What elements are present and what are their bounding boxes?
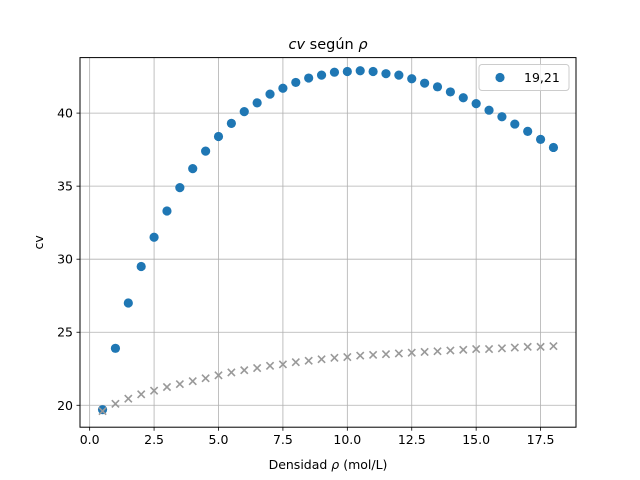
data-point-circle bbox=[201, 146, 211, 156]
data-point-x bbox=[137, 390, 146, 399]
data-point-x bbox=[265, 361, 275, 371]
data-point-x bbox=[381, 349, 391, 359]
x-tick-label: 2.5 bbox=[144, 432, 164, 447]
data-point-x bbox=[368, 350, 378, 360]
data-point-circle bbox=[510, 119, 520, 129]
y-tick-label: 35 bbox=[57, 179, 73, 194]
data-point-x bbox=[291, 358, 300, 367]
data-point-circle bbox=[548, 142, 559, 153]
data-point-circle bbox=[420, 78, 430, 88]
legend: 19,21 bbox=[478, 64, 570, 91]
data-point-circle bbox=[213, 131, 224, 142]
data-point-circle bbox=[278, 83, 288, 93]
data-point-circle bbox=[445, 87, 455, 97]
data-point-circle bbox=[239, 107, 249, 117]
data-point-circle bbox=[329, 67, 340, 77]
data-point-circle bbox=[407, 74, 417, 84]
data-point-x bbox=[536, 342, 545, 352]
data-point-circle bbox=[484, 105, 494, 115]
legend-label: 19,21 bbox=[524, 70, 560, 85]
x-tick-label: 7.5 bbox=[273, 432, 293, 447]
data-point-x bbox=[407, 348, 416, 357]
ticks: 0.0 2.5 5.0 7.5 10.0 12.5 15.0 17.5 20 25 30 35 40 bbox=[57, 106, 554, 448]
y-tick-label: 25 bbox=[57, 325, 73, 340]
data-point-circle bbox=[458, 93, 468, 103]
data-point-circle bbox=[432, 82, 443, 92]
data-point-x bbox=[459, 345, 468, 354]
data-point-x bbox=[330, 353, 339, 362]
data-point-x bbox=[278, 360, 288, 369]
data-point-circle bbox=[162, 206, 172, 216]
data-point-x bbox=[252, 363, 262, 373]
data-point-x bbox=[420, 347, 429, 357]
x-tick-label: 0.0 bbox=[80, 432, 100, 447]
data-point-circle bbox=[110, 343, 121, 353]
data-point-x bbox=[98, 406, 107, 416]
data-point-circle bbox=[291, 77, 301, 88]
data-point-x bbox=[523, 342, 532, 352]
data-point-circle bbox=[252, 98, 262, 108]
data-point-circle bbox=[394, 70, 404, 80]
x-tick-label: 12.5 bbox=[398, 432, 426, 447]
data-point-circle bbox=[123, 298, 133, 308]
data-point-circle bbox=[342, 66, 352, 77]
data-point-circle bbox=[381, 69, 391, 79]
data-point-circle bbox=[265, 89, 275, 99]
data-point-circle bbox=[226, 118, 236, 128]
data-point-x bbox=[304, 356, 313, 365]
y-tick-label: 20 bbox=[57, 398, 73, 413]
data-point-x bbox=[317, 355, 326, 364]
data-point-x bbox=[162, 382, 172, 392]
data-point-circle bbox=[355, 66, 365, 76]
data-point-circle bbox=[304, 73, 314, 83]
data-point-x bbox=[471, 344, 481, 354]
chart-title: cv según ρ bbox=[288, 37, 368, 53]
data-point-circle bbox=[149, 232, 159, 242]
data-point-x bbox=[394, 349, 404, 358]
data-point-circle bbox=[523, 126, 533, 136]
data-point-x bbox=[497, 344, 507, 353]
data-point-circle bbox=[471, 99, 481, 109]
data-point-circle bbox=[188, 164, 198, 174]
x-tick-label: 10.0 bbox=[333, 432, 361, 447]
data-point-x bbox=[510, 343, 519, 352]
data-point-x bbox=[201, 374, 210, 383]
data-point-x bbox=[214, 371, 223, 380]
data-point-x bbox=[124, 394, 133, 403]
legend-box bbox=[478, 64, 570, 91]
data-point-x bbox=[356, 351, 365, 360]
data-point-x bbox=[433, 347, 442, 356]
y-tick-label: 40 bbox=[57, 106, 73, 121]
data-point-circle bbox=[497, 112, 507, 122]
data-point-x bbox=[149, 386, 159, 395]
plot-frame bbox=[79, 57, 577, 428]
data-point-x bbox=[343, 352, 352, 362]
data-point-x bbox=[240, 366, 249, 375]
data-point-circle bbox=[535, 134, 546, 145]
y-axis-label: cv bbox=[31, 235, 46, 250]
data-point-circle bbox=[97, 405, 108, 415]
data-point-x bbox=[111, 399, 120, 408]
x-tick-label: 17.5 bbox=[527, 432, 555, 447]
x-tick-label: 15.0 bbox=[462, 432, 490, 447]
data-point-circle bbox=[175, 183, 185, 193]
grid bbox=[80, 57, 576, 428]
data-point-circle bbox=[368, 66, 378, 77]
data-point-x bbox=[175, 379, 185, 389]
data-point-x bbox=[188, 377, 197, 386]
data-point-x bbox=[549, 341, 558, 351]
data-point-x bbox=[484, 344, 494, 354]
legend-marker bbox=[495, 72, 505, 83]
x-axis-label: Densidad ρ (mol/L) bbox=[269, 457, 388, 472]
data-point-circle bbox=[136, 261, 146, 272]
data-point-x bbox=[227, 368, 236, 377]
data-point-circle bbox=[316, 70, 327, 80]
data-layer bbox=[97, 66, 559, 416]
x-tick-label: 5.0 bbox=[209, 432, 229, 447]
y-tick-label: 30 bbox=[57, 252, 73, 267]
data-point-x bbox=[446, 346, 455, 355]
